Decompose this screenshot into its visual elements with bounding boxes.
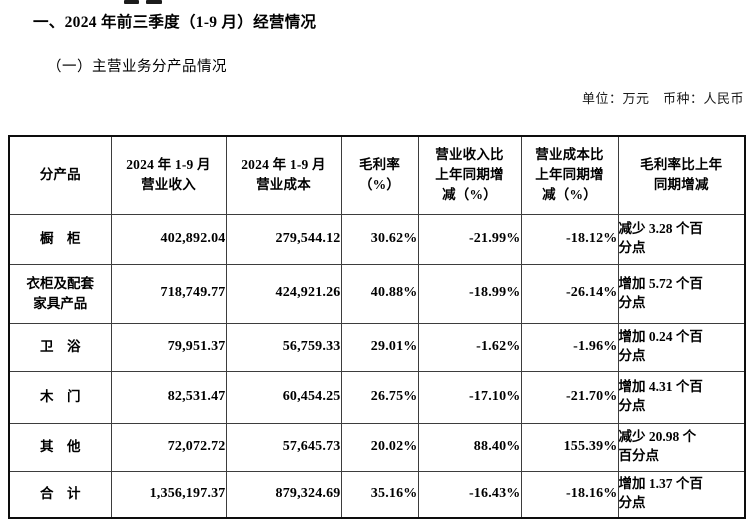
cell-gross-margin: 20.02%	[340, 422, 419, 472]
cell-gross-margin: 35.16%	[340, 470, 419, 519]
cell-gross-margin: 26.75%	[340, 370, 419, 424]
cell-cost: 57,645.73	[225, 422, 342, 472]
cell-margin-yoy: 增加 5.72 个百 分点	[617, 263, 746, 324]
cell-cost: 60,454.25	[225, 370, 342, 424]
header-col-cost: 2024 年 1-9 月 营业成本	[225, 135, 342, 215]
scan-crop-artifact	[146, 0, 162, 4]
table-row-other: 其 他 72,072.72 57,645.73 20.02% 88.40% 15…	[8, 422, 746, 472]
header-col-product: 分产品	[8, 135, 112, 215]
unit-currency-note: 单位：万元 币种：人民币	[581, 91, 744, 106]
table-row-bathroom: 卫 浴 79,951.37 56,759.33 29.01% -1.62% -1…	[8, 322, 746, 372]
header-col-revenue-yoy: 营业收入比 上年同期增 减（%）	[417, 135, 522, 215]
cell-margin-yoy: 减少 3.28 个百 分点	[617, 213, 746, 265]
cell-product: 橱 柜	[8, 213, 112, 265]
cell-revenue: 72,072.72	[110, 422, 227, 472]
cell-cost-yoy: -21.70%	[520, 370, 619, 424]
cell-product: 合 计	[8, 470, 112, 519]
cell-revenue-yoy: 88.40%	[417, 422, 522, 472]
subsection-title: （一）主营业务分产品情况	[47, 59, 227, 75]
cell-cost-yoy: -1.96%	[520, 322, 619, 372]
cell-cost: 879,324.69	[225, 470, 342, 519]
table-row-wooden-door: 木 门 82,531.47 60,454.25 26.75% -17.10% -…	[8, 370, 746, 424]
cell-cost-yoy: -18.16%	[520, 470, 619, 519]
header-col-revenue: 2024 年 1-9 月 营业收入	[110, 135, 227, 215]
cell-revenue: 82,531.47	[110, 370, 227, 424]
cell-cost: 279,544.12	[225, 213, 342, 265]
cell-margin-yoy: 增加 1.37 个百 分点	[617, 470, 746, 519]
cell-product: 衣柜及配套 家具产品	[8, 263, 112, 324]
cell-revenue-yoy: -21.99%	[417, 213, 522, 265]
cell-revenue-yoy: -1.62%	[417, 322, 522, 372]
table-header-row: 分产品 2024 年 1-9 月 营业收入 2024 年 1-9 月 营业成本 …	[8, 135, 746, 215]
cell-revenue-yoy: -16.43%	[417, 470, 522, 519]
cell-revenue: 1,356,197.37	[110, 470, 227, 519]
cell-gross-margin: 40.88%	[340, 263, 419, 324]
cell-margin-yoy: 减少 20.98 个 百分点	[617, 422, 746, 472]
cell-cost: 56,759.33	[225, 322, 342, 372]
section-title: 一、2024 年前三季度（1-9 月）经营情况	[33, 14, 317, 31]
cell-cost: 424,921.26	[225, 263, 342, 324]
header-col-cost-yoy: 营业成本比 上年同期增 减（%）	[520, 135, 619, 215]
cell-product: 木 门	[8, 370, 112, 424]
cell-cost-yoy: -26.14%	[520, 263, 619, 324]
cell-cost-yoy: 155.39%	[520, 422, 619, 472]
cell-margin-yoy: 增加 0.24 个百 分点	[617, 322, 746, 372]
cell-cost-yoy: -18.12%	[520, 213, 619, 265]
product-segment-table: 分产品 2024 年 1-9 月 营业收入 2024 年 1-9 月 营业成本 …	[8, 135, 746, 519]
table-row-total: 合 计 1,356,197.37 879,324.69 35.16% -16.4…	[8, 470, 746, 519]
header-col-margin-yoy: 毛利率比上年 同期增减	[617, 135, 746, 215]
cell-product: 其 他	[8, 422, 112, 472]
cell-gross-margin: 29.01%	[340, 322, 419, 372]
cell-margin-yoy: 增加 4.31 个百 分点	[617, 370, 746, 424]
cell-revenue: 718,749.77	[110, 263, 227, 324]
cell-revenue: 79,951.37	[110, 322, 227, 372]
cell-revenue-yoy: -17.10%	[417, 370, 522, 424]
cell-revenue-yoy: -18.99%	[417, 263, 522, 324]
table-row-wardrobe: 衣柜及配套 家具产品 718,749.77 424,921.26 40.88% …	[8, 263, 746, 324]
cell-gross-margin: 30.62%	[340, 213, 419, 265]
scan-crop-artifact	[124, 0, 139, 4]
cell-product: 卫 浴	[8, 322, 112, 372]
header-col-gross-margin: 毛利率 （%）	[340, 135, 419, 215]
cell-revenue: 402,892.04	[110, 213, 227, 265]
table-row-cabinet: 橱 柜 402,892.04 279,544.12 30.62% -21.99%…	[8, 213, 746, 265]
